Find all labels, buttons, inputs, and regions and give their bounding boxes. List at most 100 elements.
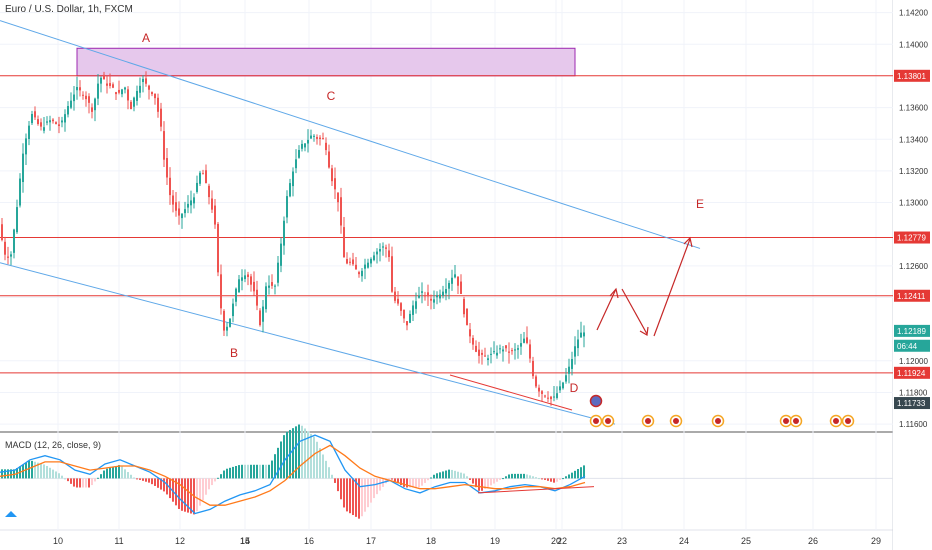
macd-histogram-bar [25,462,27,479]
candle-body [88,96,90,103]
macd-histogram-bar [562,478,564,480]
horizontal-levels [0,75,893,374]
candle-body [430,298,432,301]
macd-histogram-bar [274,454,276,479]
macd-histogram-bar [112,466,114,479]
candle-body [139,85,141,93]
candle-body [262,306,264,322]
candle-body [142,78,144,83]
candle-body [229,318,231,327]
candle-body [508,351,510,353]
candle-body [373,255,375,261]
projection-leg-1 [596,288,617,331]
candle-body [511,350,513,352]
macd-histogram-bar [280,441,282,479]
macd-histogram-bar [67,478,69,482]
candle-body [223,310,225,331]
macd-histogram-bar [445,470,447,479]
time-tick-label: 24 [679,536,689,546]
supply-zone [76,47,576,77]
macd-histogram-bar [226,468,228,479]
candle-body [19,178,21,206]
macd-histogram-bar [85,478,87,488]
macd-histogram-bar [331,474,333,479]
macd-histogram-bar [103,470,105,479]
macd-histogram-bar [559,478,561,480]
macd-histogram-bar [406,478,408,488]
candle-body [118,89,120,93]
candle-body [103,74,105,80]
time-tick-label: 17 [366,536,376,546]
macd-histogram-bar [217,477,219,479]
candle-body [460,281,462,294]
macd-histogram-bar [535,477,537,479]
event-dot [845,418,851,424]
candle-body [22,153,24,183]
macd-histogram-bar [79,478,81,488]
candle-body [541,391,543,394]
macd-histogram-bar [322,454,324,479]
event-flag-icon [669,414,683,428]
macd-histogram-bar [367,478,369,508]
macd-histogram-bar [124,469,126,479]
macd-histogram-bar [49,467,51,479]
event-flag-icon [589,414,603,428]
candle-body [190,200,192,206]
candle-body [160,108,162,127]
macd-histogram-bar [295,426,297,479]
candle-body [64,114,66,123]
macd-histogram-bar [7,469,9,479]
candle-body [112,84,114,88]
wave-label: A [142,31,150,45]
event-dot [605,418,611,424]
candle-body [442,291,444,296]
macd-histogram-bar [385,478,387,484]
candle-body [334,178,336,190]
candle-body [136,90,138,101]
wave-label: E [696,197,704,211]
macd-histogram-bar [466,476,468,479]
macd-histogram-bar [475,478,477,488]
macd-histogram-bar [463,473,465,479]
price-label-text: 1.11924 [897,369,926,378]
macd-histogram-bar [139,478,141,480]
macd-histogram-bar [97,477,99,479]
candle-body [202,173,204,175]
candle-body [553,396,555,398]
candle-body [319,137,321,139]
candle-body [295,159,297,169]
candle-body [106,83,108,86]
candle-body [100,77,102,84]
event-dot [793,418,799,424]
macd-histogram-bar [244,464,246,479]
time-tick-label: 19 [490,536,500,546]
wave-label: B [230,346,238,360]
price-label-box [894,324,930,337]
macd-histogram-bar [346,478,348,512]
candle-body [238,279,240,293]
time-tick-label: 18 [426,536,436,546]
macd-histogram-bar [160,478,162,490]
candle-body [226,326,228,331]
candle-body [502,349,504,352]
macd-histogram-bar [544,478,546,480]
macd-histogram-bar [184,478,186,512]
price-label-box [894,231,930,244]
candle-body [214,205,216,225]
candle-body [145,78,147,84]
macd-histogram-bar [409,478,411,488]
macd-histogram-bar [46,465,48,479]
candle-body [469,329,471,337]
candle-body [463,298,465,315]
candle-body [1,224,3,241]
candle-body [391,256,393,292]
candle-body [199,172,201,184]
candle-body [4,241,6,255]
macd-histogram-bar [106,468,108,479]
candle-body [280,243,282,266]
macd-histogram-bar [517,473,519,479]
macd-histogram-bar [94,478,96,482]
macd-histogram-bar [424,478,426,483]
candle-body [187,203,189,208]
